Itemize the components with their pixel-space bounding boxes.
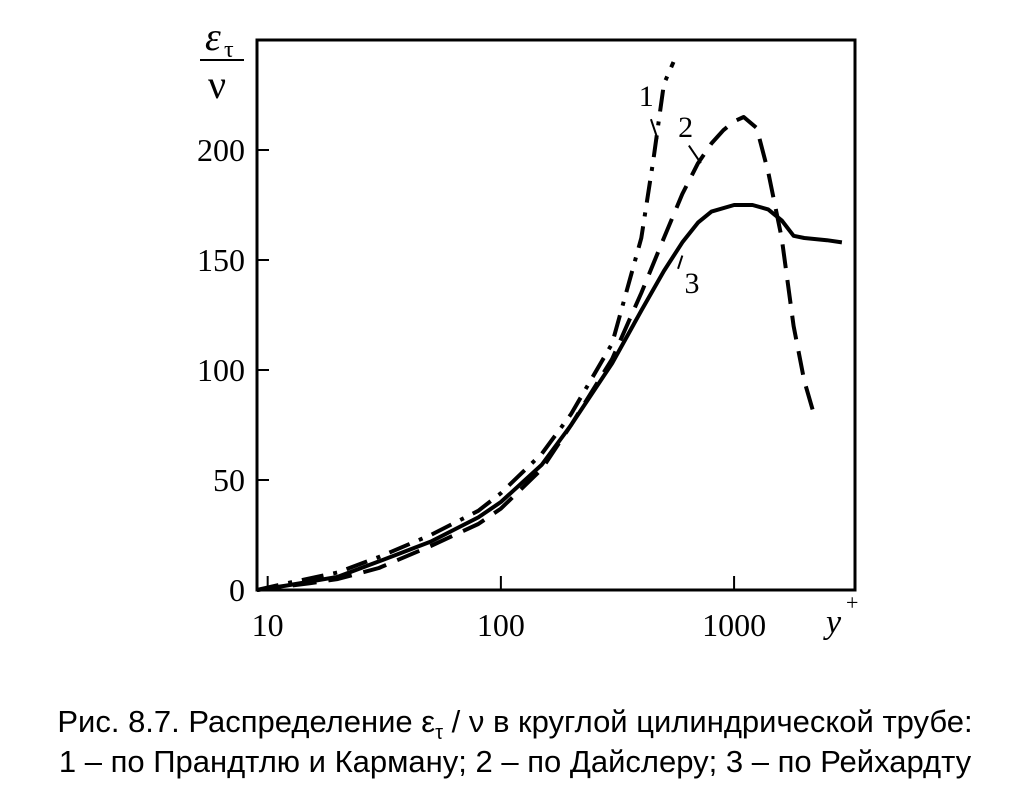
x-axis-title-sup: +: [846, 590, 858, 615]
y-tick-label: 200: [197, 132, 245, 168]
figure-caption-line-2: 1 – по Прандтлю и Карману; 2 – по Дайсле…: [58, 744, 972, 779]
leader-line: [688, 145, 702, 164]
caption-text-before: Рис. 8.7. Распределение ε: [57, 704, 436, 739]
x-axis-ticks: 10 100 1000: [252, 576, 766, 643]
figure-caption-line-1: Рис. 8.7. Распределение ετ / ν в круглой…: [0, 703, 1030, 752]
leader-line: [649, 118, 659, 140]
x-tick-label: 1000: [702, 607, 766, 643]
series-line-2: [256, 115, 816, 592]
x-tick-label: 10: [252, 607, 284, 643]
series-line-1: [256, 61, 676, 592]
curve-label-2: 2: [678, 111, 693, 144]
x-tick-label: 100: [477, 607, 525, 643]
series-layer: [256, 61, 843, 592]
caption-text-after: / ν в круглой цилиндрической трубе:: [443, 704, 973, 739]
leader-line: [677, 255, 684, 270]
chart: 0 50 100 150 200 10 100 1000 12 3 ε τ ν y +: [197, 14, 858, 643]
y-axis-title-subscript: τ: [224, 37, 234, 63]
plot-frame: [255, 38, 857, 592]
series-line-3: [256, 203, 843, 592]
y-axis-title: ε τ ν: [200, 14, 244, 107]
caption-subscript: τ: [435, 722, 444, 745]
curve-labels: 12 3: [639, 80, 702, 300]
y-tick-label: 0: [229, 572, 245, 608]
y-axis-title-denominator: ν: [208, 62, 226, 107]
y-axis-ticks: 0 50 100 150 200: [197, 132, 269, 608]
y-tick-label: 50: [213, 462, 245, 498]
x-axis-title-main: y: [823, 604, 842, 641]
x-axis-title: y +: [823, 590, 858, 641]
curve-label-3: 3: [684, 267, 699, 300]
y-axis-title-numerator: ε: [205, 14, 221, 59]
y-tick-label: 150: [197, 242, 245, 278]
y-tick-label: 100: [197, 352, 245, 388]
curve-label-1: 1: [639, 80, 654, 113]
